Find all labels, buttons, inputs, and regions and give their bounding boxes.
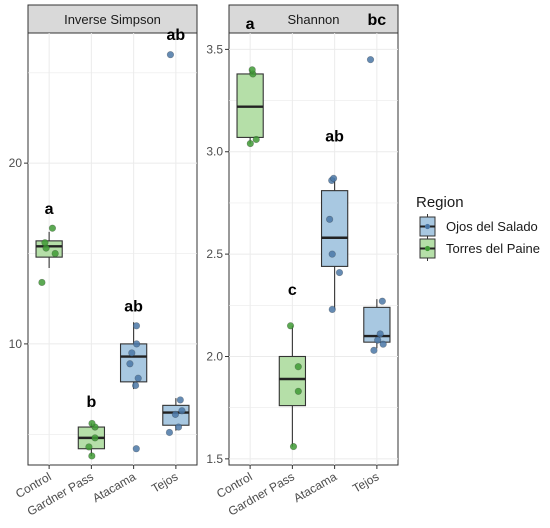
legend-item-ojos-del-salado: Ojos del Salado xyxy=(419,214,538,239)
data-point xyxy=(131,381,140,390)
legend-label-ojos-del-salado: Ojos del Salado xyxy=(446,219,538,234)
legend-key-point xyxy=(424,245,431,252)
data-point xyxy=(132,445,140,453)
data-point xyxy=(328,305,336,313)
data-point xyxy=(374,336,382,344)
data-point xyxy=(38,278,46,287)
y-tick-label: 3.5 xyxy=(206,42,223,56)
data-point xyxy=(379,340,387,348)
data-point xyxy=(88,452,96,460)
y-tick-label: 10 xyxy=(9,337,23,351)
data-point xyxy=(248,66,256,74)
panel-strip xyxy=(27,4,198,34)
data-marks: a c ab bc xyxy=(236,12,391,451)
box-gardner-pass: b xyxy=(77,394,106,460)
box-control: a xyxy=(35,201,63,287)
data-point xyxy=(166,51,175,59)
y-tick-label: 2.0 xyxy=(206,349,223,363)
x-tick-label-tejos: Tejos xyxy=(149,469,180,495)
data-point xyxy=(246,139,254,148)
y-tick-label: 20 xyxy=(9,156,23,170)
significance-letter: b xyxy=(86,394,96,411)
data-point xyxy=(335,268,344,277)
data-point xyxy=(85,443,93,451)
box-tejos: ab xyxy=(162,27,190,437)
panel-title: Shannon xyxy=(287,12,339,27)
data-point xyxy=(51,249,59,258)
data-point xyxy=(91,434,99,442)
data-point xyxy=(370,346,378,354)
y-tick-label: 3.0 xyxy=(206,145,223,159)
data-point xyxy=(128,349,136,357)
data-point xyxy=(174,423,183,431)
data-point xyxy=(134,374,142,382)
data-point xyxy=(252,135,260,144)
x-tick-label-tejos: Tejos xyxy=(350,469,381,495)
data-point xyxy=(326,215,334,223)
data-point xyxy=(366,56,375,64)
box-control: a xyxy=(236,16,264,148)
data-point xyxy=(286,322,295,330)
panel-title: Inverse Simpson xyxy=(64,12,161,27)
data-point xyxy=(289,442,298,451)
data-point xyxy=(132,322,141,330)
significance-letter: bc xyxy=(368,12,387,29)
legend-item-torres-del-paine: Torres del Paine xyxy=(419,236,540,261)
data-point xyxy=(178,407,186,415)
legend-key-point xyxy=(424,223,431,230)
legend-title: Region xyxy=(416,194,464,211)
data-point xyxy=(165,428,174,437)
data-point xyxy=(133,340,141,348)
data-point xyxy=(294,387,302,395)
x-tick-label-atacama: Atacama xyxy=(90,469,138,505)
legend: Region Ojos del Salado Torres del Paine xyxy=(416,194,540,261)
box-tejos: bc xyxy=(363,12,391,354)
data-point xyxy=(328,250,336,258)
significance-letter: c xyxy=(288,282,297,299)
box-atacama: ab xyxy=(119,298,148,453)
x-tick-label-atacama: Atacama xyxy=(291,469,339,505)
significance-letter: ab xyxy=(124,298,143,315)
box-body xyxy=(278,355,307,407)
significance-letter: ab xyxy=(167,27,186,44)
legend-label-torres-del-paine: Torres del Paine xyxy=(446,241,540,256)
data-point xyxy=(378,297,386,305)
data-point xyxy=(329,174,338,182)
significance-letter: a xyxy=(246,16,255,33)
significance-letter: a xyxy=(45,201,54,218)
data-point xyxy=(88,419,96,428)
data-point xyxy=(41,239,49,247)
box-atacama: ab xyxy=(320,129,349,313)
data-point xyxy=(376,330,384,338)
data-point xyxy=(171,410,180,418)
panel-strip xyxy=(228,4,399,34)
significance-letter: ab xyxy=(325,129,344,146)
box-body xyxy=(119,343,148,383)
y-tick-label: 1.5 xyxy=(206,452,223,466)
data-point xyxy=(48,224,57,232)
y-tick-label: 2.5 xyxy=(206,247,223,261)
data-point xyxy=(294,363,302,371)
grid-lines xyxy=(28,33,197,465)
data-point xyxy=(126,360,134,368)
box-gardner-pass: c xyxy=(278,282,307,451)
data-point xyxy=(176,396,184,404)
